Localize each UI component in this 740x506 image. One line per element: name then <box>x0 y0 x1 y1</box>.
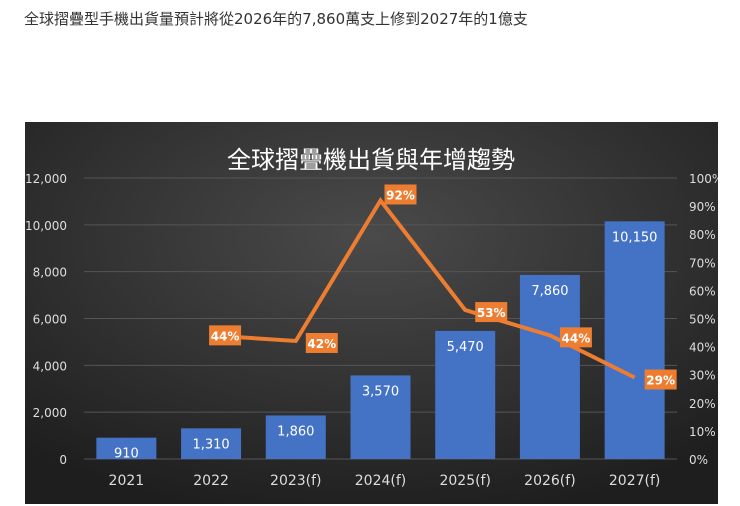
y-right-tick: 90% <box>689 200 716 214</box>
growth-label: 44% <box>562 331 591 345</box>
y-right-tick: 40% <box>689 341 716 355</box>
bar-label: 1,860 <box>277 424 314 439</box>
growth-label: 29% <box>646 374 675 388</box>
bar <box>96 437 157 459</box>
y-left-tick: 10,000 <box>25 219 67 233</box>
bar-label: 5,470 <box>447 340 484 355</box>
y-right-tick: 60% <box>689 284 716 298</box>
growth-label-box <box>475 302 508 323</box>
y-left-tick: 8,000 <box>33 266 67 280</box>
bar <box>435 330 496 459</box>
bar-label: 1,310 <box>192 437 229 452</box>
growth-label: 44% <box>211 329 240 343</box>
bar <box>181 428 242 459</box>
x-tick: 2022 <box>193 473 229 489</box>
headline: 全球摺疊型手機出貨量預計將從2026年的7,860萬支上修到2027年的1億支 <box>24 10 528 28</box>
growth-label: 42% <box>307 337 336 351</box>
y-right-tick: 100% <box>689 172 718 186</box>
growth-label: 92% <box>386 188 415 202</box>
x-tick: 2027(f) <box>609 473 660 489</box>
y-right-tick: 70% <box>689 256 716 270</box>
growth-label-box <box>209 325 242 346</box>
growth-label: 53% <box>477 306 506 320</box>
growth-label-box <box>305 332 338 353</box>
y-left-tick: 12,000 <box>25 172 67 186</box>
growth-label-box <box>384 184 417 205</box>
bar <box>350 375 411 459</box>
y-right-tick: 80% <box>689 228 716 242</box>
y-right-tick: 20% <box>689 397 716 411</box>
bar <box>604 221 665 459</box>
y-right-tick: 0% <box>689 453 708 467</box>
bar-label: 7,860 <box>531 284 568 299</box>
x-tick: 2023(f) <box>270 473 321 489</box>
x-tick: 2021 <box>109 473 145 489</box>
y-right-tick: 30% <box>689 369 716 383</box>
chart-title: 全球摺疊機出貨與年增趨勢 <box>227 146 515 174</box>
bar-label: 3,570 <box>362 384 399 399</box>
y-left-tick: 6,000 <box>33 313 67 327</box>
y-left-tick: 0 <box>59 453 67 467</box>
x-tick: 2026(f) <box>524 473 575 489</box>
bar-label: 10,150 <box>612 230 658 245</box>
x-tick: 2025(f) <box>439 473 490 489</box>
y-right-tick: 10% <box>689 425 716 439</box>
x-tick: 2024(f) <box>355 473 406 489</box>
bar <box>519 274 580 459</box>
y-left-tick: 4,000 <box>33 359 67 373</box>
bar-label: 910 <box>114 447 139 462</box>
y-left-tick: 2,000 <box>33 406 67 420</box>
growth-label-box <box>644 369 677 390</box>
shipment-chart: 全球摺疊機出貨與年增趨勢 0 2,000 4,000 6,000 8,000 10,000… <box>25 122 718 504</box>
bar <box>265 415 326 459</box>
growth-label-box <box>559 327 592 348</box>
y-right-tick: 50% <box>689 313 716 327</box>
